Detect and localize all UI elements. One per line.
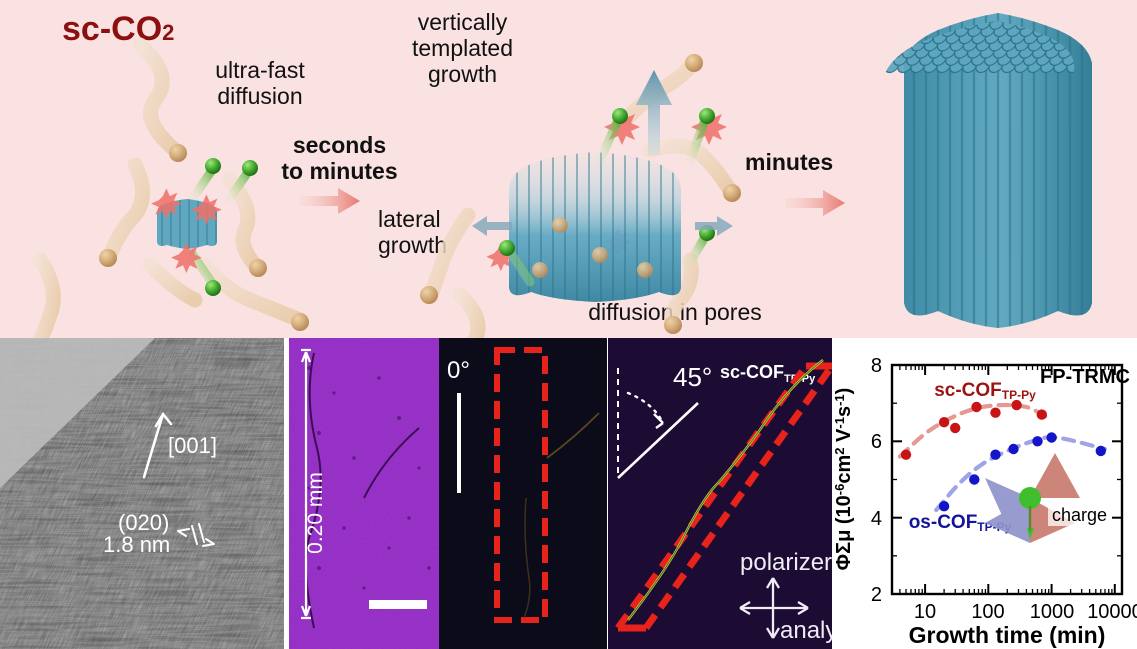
svg-text:FP-TRMC: FP-TRMC	[1040, 366, 1130, 388]
svg-text:[001]: [001]	[168, 433, 217, 458]
svg-text:ΦΣμ (10-6cm2 V-1s-1): ΦΣμ (10-6cm2 V-1s-1)	[832, 388, 855, 571]
svg-text:10: 10	[914, 601, 936, 623]
svg-text:6: 6	[871, 431, 882, 453]
svg-text:0°: 0°	[447, 357, 470, 384]
svg-text:100: 100	[971, 601, 1004, 623]
svg-text:45°: 45°	[673, 362, 712, 392]
svg-text:10000: 10000	[1087, 601, 1137, 623]
svg-text:Growth time (min): Growth time (min)	[909, 622, 1106, 648]
svg-text:4: 4	[871, 508, 882, 530]
svg-text:charge: charge	[1052, 505, 1107, 525]
svg-text:8: 8	[871, 355, 882, 377]
svg-text:polarizer: polarizer	[740, 549, 832, 576]
svg-text:0.20 mm: 0.20 mm	[304, 472, 327, 554]
svg-text:analyser: analyser	[780, 617, 832, 644]
svg-text:2: 2	[871, 584, 882, 606]
svg-text:1.8 nm: 1.8 nm	[103, 532, 170, 557]
svg-text:1000: 1000	[1030, 601, 1075, 623]
